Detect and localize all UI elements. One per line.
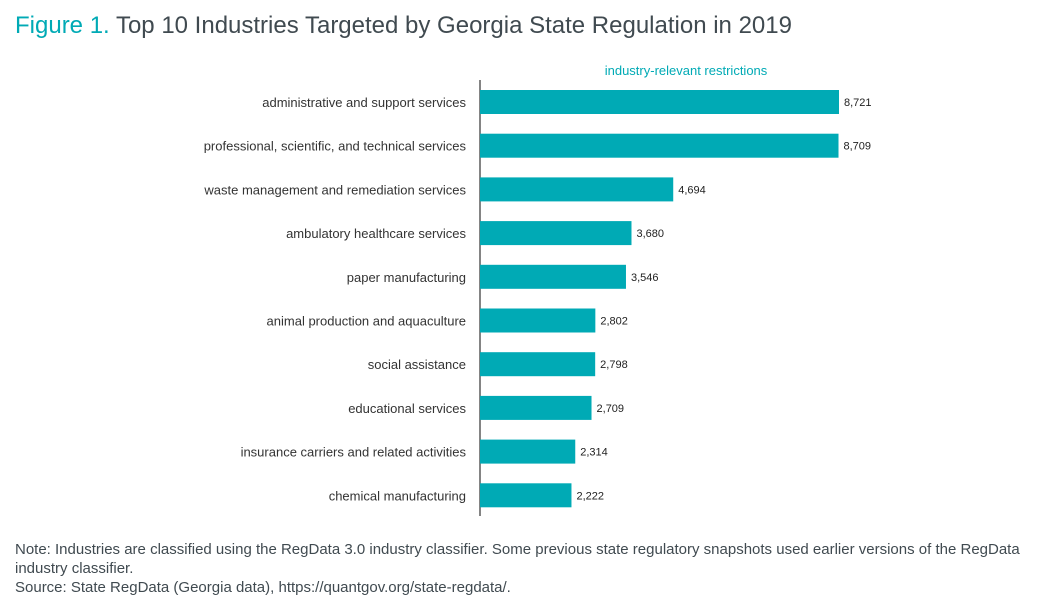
bar	[480, 133, 839, 158]
bar	[480, 352, 596, 377]
bar	[480, 439, 576, 464]
value-label: 4,694	[678, 184, 706, 196]
value-label: 8,721	[844, 97, 872, 109]
value-label: 2,314	[580, 447, 608, 459]
bar	[480, 308, 596, 333]
category-label: social assistance	[368, 357, 466, 372]
bar	[480, 264, 626, 289]
value-label: 2,802	[600, 316, 628, 328]
category-label: professional, scientific, and technical …	[204, 139, 467, 154]
value-label: 8,709	[844, 141, 872, 153]
bar-chart: industry-relevant restrictions administr…	[203, 63, 872, 516]
category-label: paper manufacturing	[347, 270, 466, 285]
figure-title: Figure 1. Top 10 Industries Targeted by …	[15, 12, 792, 40]
category-label: animal production and aquaculture	[267, 314, 466, 329]
note-text: Note: Industries are classified using th…	[15, 541, 1020, 577]
bar	[480, 395, 592, 420]
value-label: 2,222	[576, 490, 604, 502]
figure-title-text: Top 10 Industries Targeted by Georgia St…	[115, 12, 792, 39]
category-label: administrative and support services	[262, 95, 466, 110]
bar	[480, 221, 632, 246]
category-label: insurance carriers and related activitie…	[241, 445, 467, 460]
category-label: ambulatory healthcare services	[286, 226, 466, 241]
source-text: Source: State RegData (Georgia data), ht…	[15, 579, 511, 596]
chart-notes: Note: Industries are classified using th…	[15, 540, 1045, 597]
figure-label: Figure 1.	[15, 12, 110, 39]
series-legend-label: industry-relevant restrictions	[605, 63, 768, 78]
value-label: 2,709	[597, 403, 625, 415]
bar	[480, 177, 674, 202]
bar	[480, 483, 572, 508]
category-label: educational services	[348, 401, 466, 416]
bars-group: administrative and support services 8,721…	[203, 90, 872, 508]
value-label: 3,546	[631, 272, 659, 284]
value-label: 3,680	[636, 228, 664, 240]
category-label: waste management and remediation service…	[203, 182, 466, 197]
bar	[480, 90, 839, 114]
value-label: 2,798	[600, 359, 628, 371]
category-label: chemical manufacturing	[329, 488, 466, 503]
